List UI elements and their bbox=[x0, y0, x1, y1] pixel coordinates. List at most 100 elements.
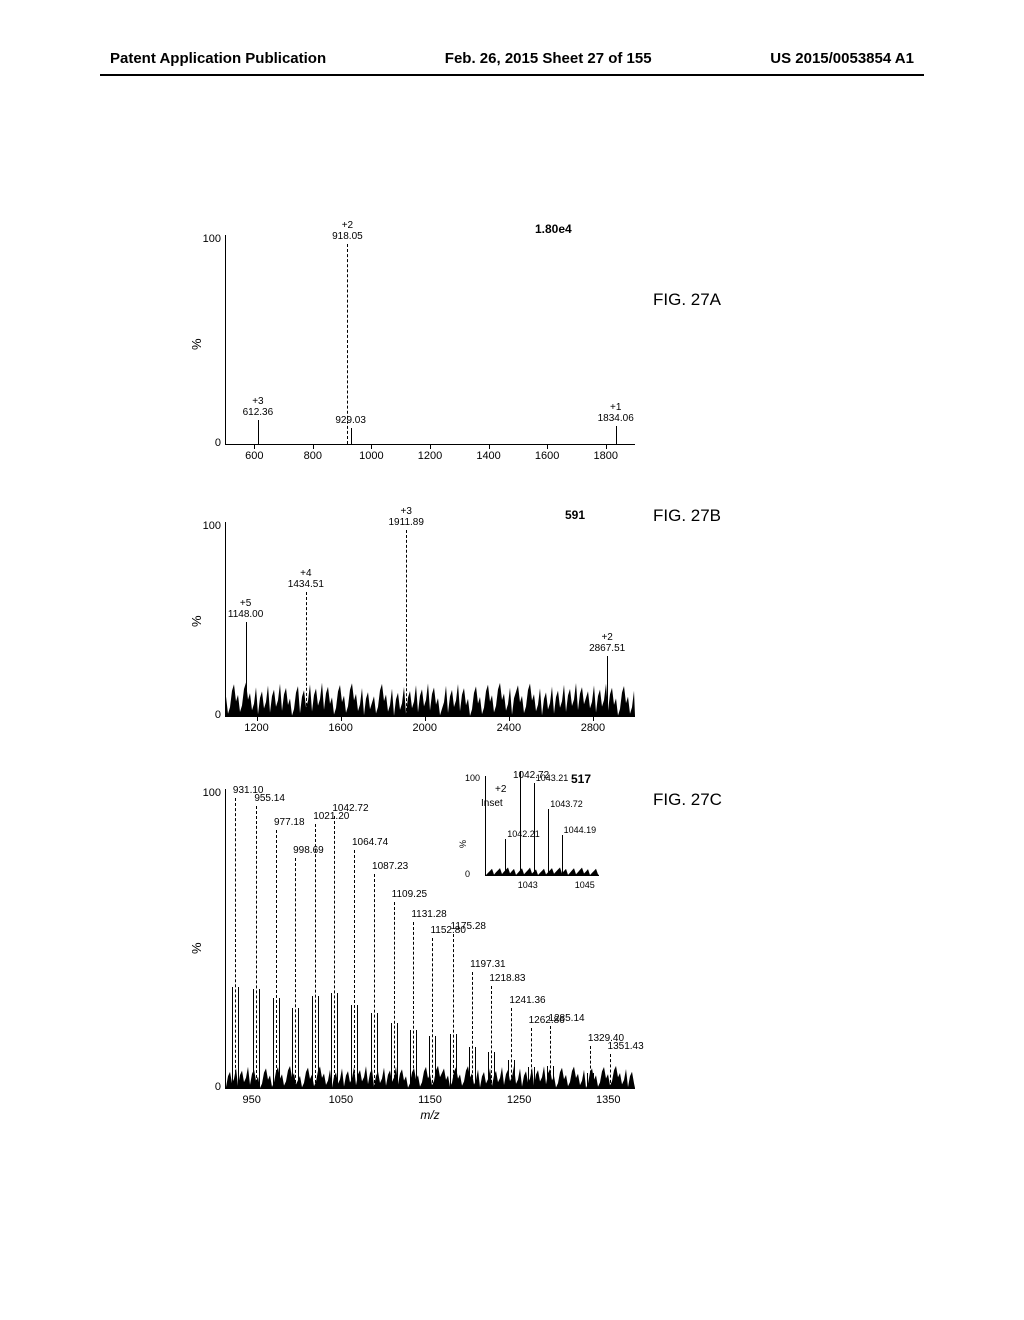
spectrum-peak bbox=[235, 798, 236, 1088]
chart-27a: % 1.80e4 FIG. 27A 0100600800100012001400… bbox=[195, 210, 835, 470]
spectrum-peak-minor bbox=[371, 1013, 372, 1088]
figure-label: FIG. 27A bbox=[653, 290, 721, 310]
chart-27b: % 591 FIG. 27B 010012001600200024002800+… bbox=[195, 502, 835, 742]
x-tick: 2400 bbox=[497, 722, 521, 734]
spectrum-peak bbox=[610, 1054, 611, 1088]
x-tick: 1200 bbox=[244, 722, 268, 734]
spectrum-peak bbox=[590, 1046, 591, 1088]
spectrum-peak bbox=[354, 850, 355, 1088]
inset-y-label: % bbox=[458, 840, 468, 848]
peak-annotation: +11834.06 bbox=[594, 402, 638, 424]
peak-annotation: 1285.14 bbox=[548, 1013, 584, 1024]
header-left: Patent Application Publication bbox=[110, 50, 326, 67]
inset-peak-annotation: 1043.72 bbox=[550, 799, 583, 809]
inset-title: Inset bbox=[481, 798, 503, 809]
x-tick: 2000 bbox=[412, 722, 436, 734]
charts-container: % 1.80e4 FIG. 27A 0100600800100012001400… bbox=[195, 210, 835, 1114]
spectrum-peak-minor bbox=[475, 1047, 476, 1088]
spectrum-peak-minor bbox=[337, 993, 338, 1088]
peak-annotation: 955.14 bbox=[254, 793, 285, 804]
spectrum-peak bbox=[432, 938, 433, 1088]
spectrum-peak bbox=[531, 1028, 532, 1088]
spectrum-peak-minor bbox=[494, 1052, 495, 1088]
peak-annotation: 1197.31 bbox=[470, 959, 505, 970]
y-tick: 0 bbox=[195, 709, 221, 721]
spectrum-peak-minor bbox=[429, 1036, 430, 1089]
spectrum-peak-minor bbox=[547, 1066, 548, 1088]
y-axis bbox=[225, 235, 226, 445]
inset-charge-label: +2 bbox=[495, 784, 506, 795]
x-tick: 1800 bbox=[593, 450, 617, 462]
spectrum-peak-minor bbox=[331, 993, 332, 1088]
peak-annotation: 977.18 bbox=[274, 817, 305, 828]
spectrum-peak-minor bbox=[273, 998, 274, 1088]
header-divider bbox=[100, 74, 924, 76]
peak-annotation: 1351.43 bbox=[608, 1041, 644, 1052]
inset-peak-annotation: 1044.19 bbox=[564, 825, 597, 835]
spectrum-peak-minor bbox=[534, 1067, 535, 1088]
spectrum-peak bbox=[491, 986, 492, 1088]
figure-label: FIG. 27B bbox=[653, 506, 721, 526]
y-tick: 100 bbox=[195, 233, 221, 245]
peak-annotation: +3612.36 bbox=[236, 396, 280, 418]
x-tick: 1050 bbox=[329, 1094, 353, 1106]
spectrum-peak bbox=[295, 858, 296, 1088]
spectrum-peak-minor bbox=[587, 1073, 588, 1088]
spectrum-peak bbox=[334, 816, 335, 1088]
chart-27c-inset: %0100104310451042.72+2Inset1042.211043.2… bbox=[463, 774, 603, 892]
intensity-readout: 591 bbox=[565, 508, 585, 522]
spectrum-peak-minor bbox=[593, 1073, 594, 1088]
spectrum-peak-minor bbox=[391, 1023, 392, 1088]
header-right: US 2015/0053854 A1 bbox=[770, 50, 914, 67]
x-tick: 1350 bbox=[596, 1094, 620, 1106]
peak-annotation: +51148.00 bbox=[224, 598, 268, 620]
peak-annotation: 1109.25 bbox=[392, 889, 427, 900]
chart-27c: % 517 FIG. 27C 0100950105011501250135093… bbox=[195, 774, 835, 1114]
x-tick: 1250 bbox=[507, 1094, 531, 1106]
x-tick: 1600 bbox=[328, 722, 352, 734]
spectrum-peak bbox=[276, 830, 277, 1088]
spectrum-peak-minor bbox=[357, 1005, 358, 1088]
spectrum-peak bbox=[550, 1026, 551, 1088]
spectrum-peak bbox=[453, 934, 454, 1088]
peak-annotation: 1241.36 bbox=[509, 995, 545, 1006]
spectrum-peak bbox=[256, 806, 257, 1088]
y-tick: 0 bbox=[195, 1081, 221, 1093]
spectrum-peak bbox=[258, 420, 259, 444]
spectrum-peak-minor bbox=[508, 1060, 509, 1088]
inset-peak-annotation: 1042.21 bbox=[507, 829, 540, 839]
inset-x-axis bbox=[485, 875, 599, 876]
spectrum-peak-minor bbox=[435, 1036, 436, 1089]
y-axis-label: % bbox=[189, 615, 204, 627]
peak-annotation: 1131.28 bbox=[411, 909, 446, 920]
spectrum-peak-minor bbox=[450, 1034, 451, 1088]
spectrum-peak-minor bbox=[312, 996, 313, 1088]
x-tick: 1400 bbox=[476, 450, 500, 462]
x-tick: 1600 bbox=[535, 450, 559, 462]
x-axis bbox=[225, 716, 635, 717]
spectrum-peak-minor bbox=[397, 1023, 398, 1088]
spectrum-peak-minor bbox=[253, 989, 254, 1088]
inset-peak bbox=[534, 783, 535, 875]
x-axis-label: m/z bbox=[420, 1108, 439, 1122]
x-tick: 950 bbox=[243, 1094, 261, 1106]
peak-annotation: +31911.89 bbox=[384, 506, 428, 528]
x-tick: 1200 bbox=[418, 450, 442, 462]
peak-annotation: +2918.05 bbox=[325, 220, 369, 242]
inset-y-axis bbox=[485, 776, 486, 876]
y-tick: 100 bbox=[195, 787, 221, 799]
peak-annotation: +41434.51 bbox=[284, 568, 328, 590]
spectrum-peak bbox=[351, 428, 352, 444]
peak-annotation: 1087.23 bbox=[372, 861, 408, 872]
y-axis-label: % bbox=[189, 942, 204, 954]
spectrum-peak bbox=[306, 592, 307, 716]
peak-annotation: 1042.72 bbox=[332, 803, 368, 814]
spectrum-peak bbox=[511, 1008, 512, 1088]
spectrum-peak-minor bbox=[456, 1034, 457, 1088]
spectrum-peak bbox=[607, 656, 608, 716]
x-axis bbox=[225, 1088, 635, 1089]
noise-baseline bbox=[226, 1060, 635, 1088]
spectrum-peak-minor bbox=[553, 1066, 554, 1088]
peak-annotation: 1218.83 bbox=[489, 973, 525, 984]
spectrum-peak bbox=[246, 622, 247, 716]
